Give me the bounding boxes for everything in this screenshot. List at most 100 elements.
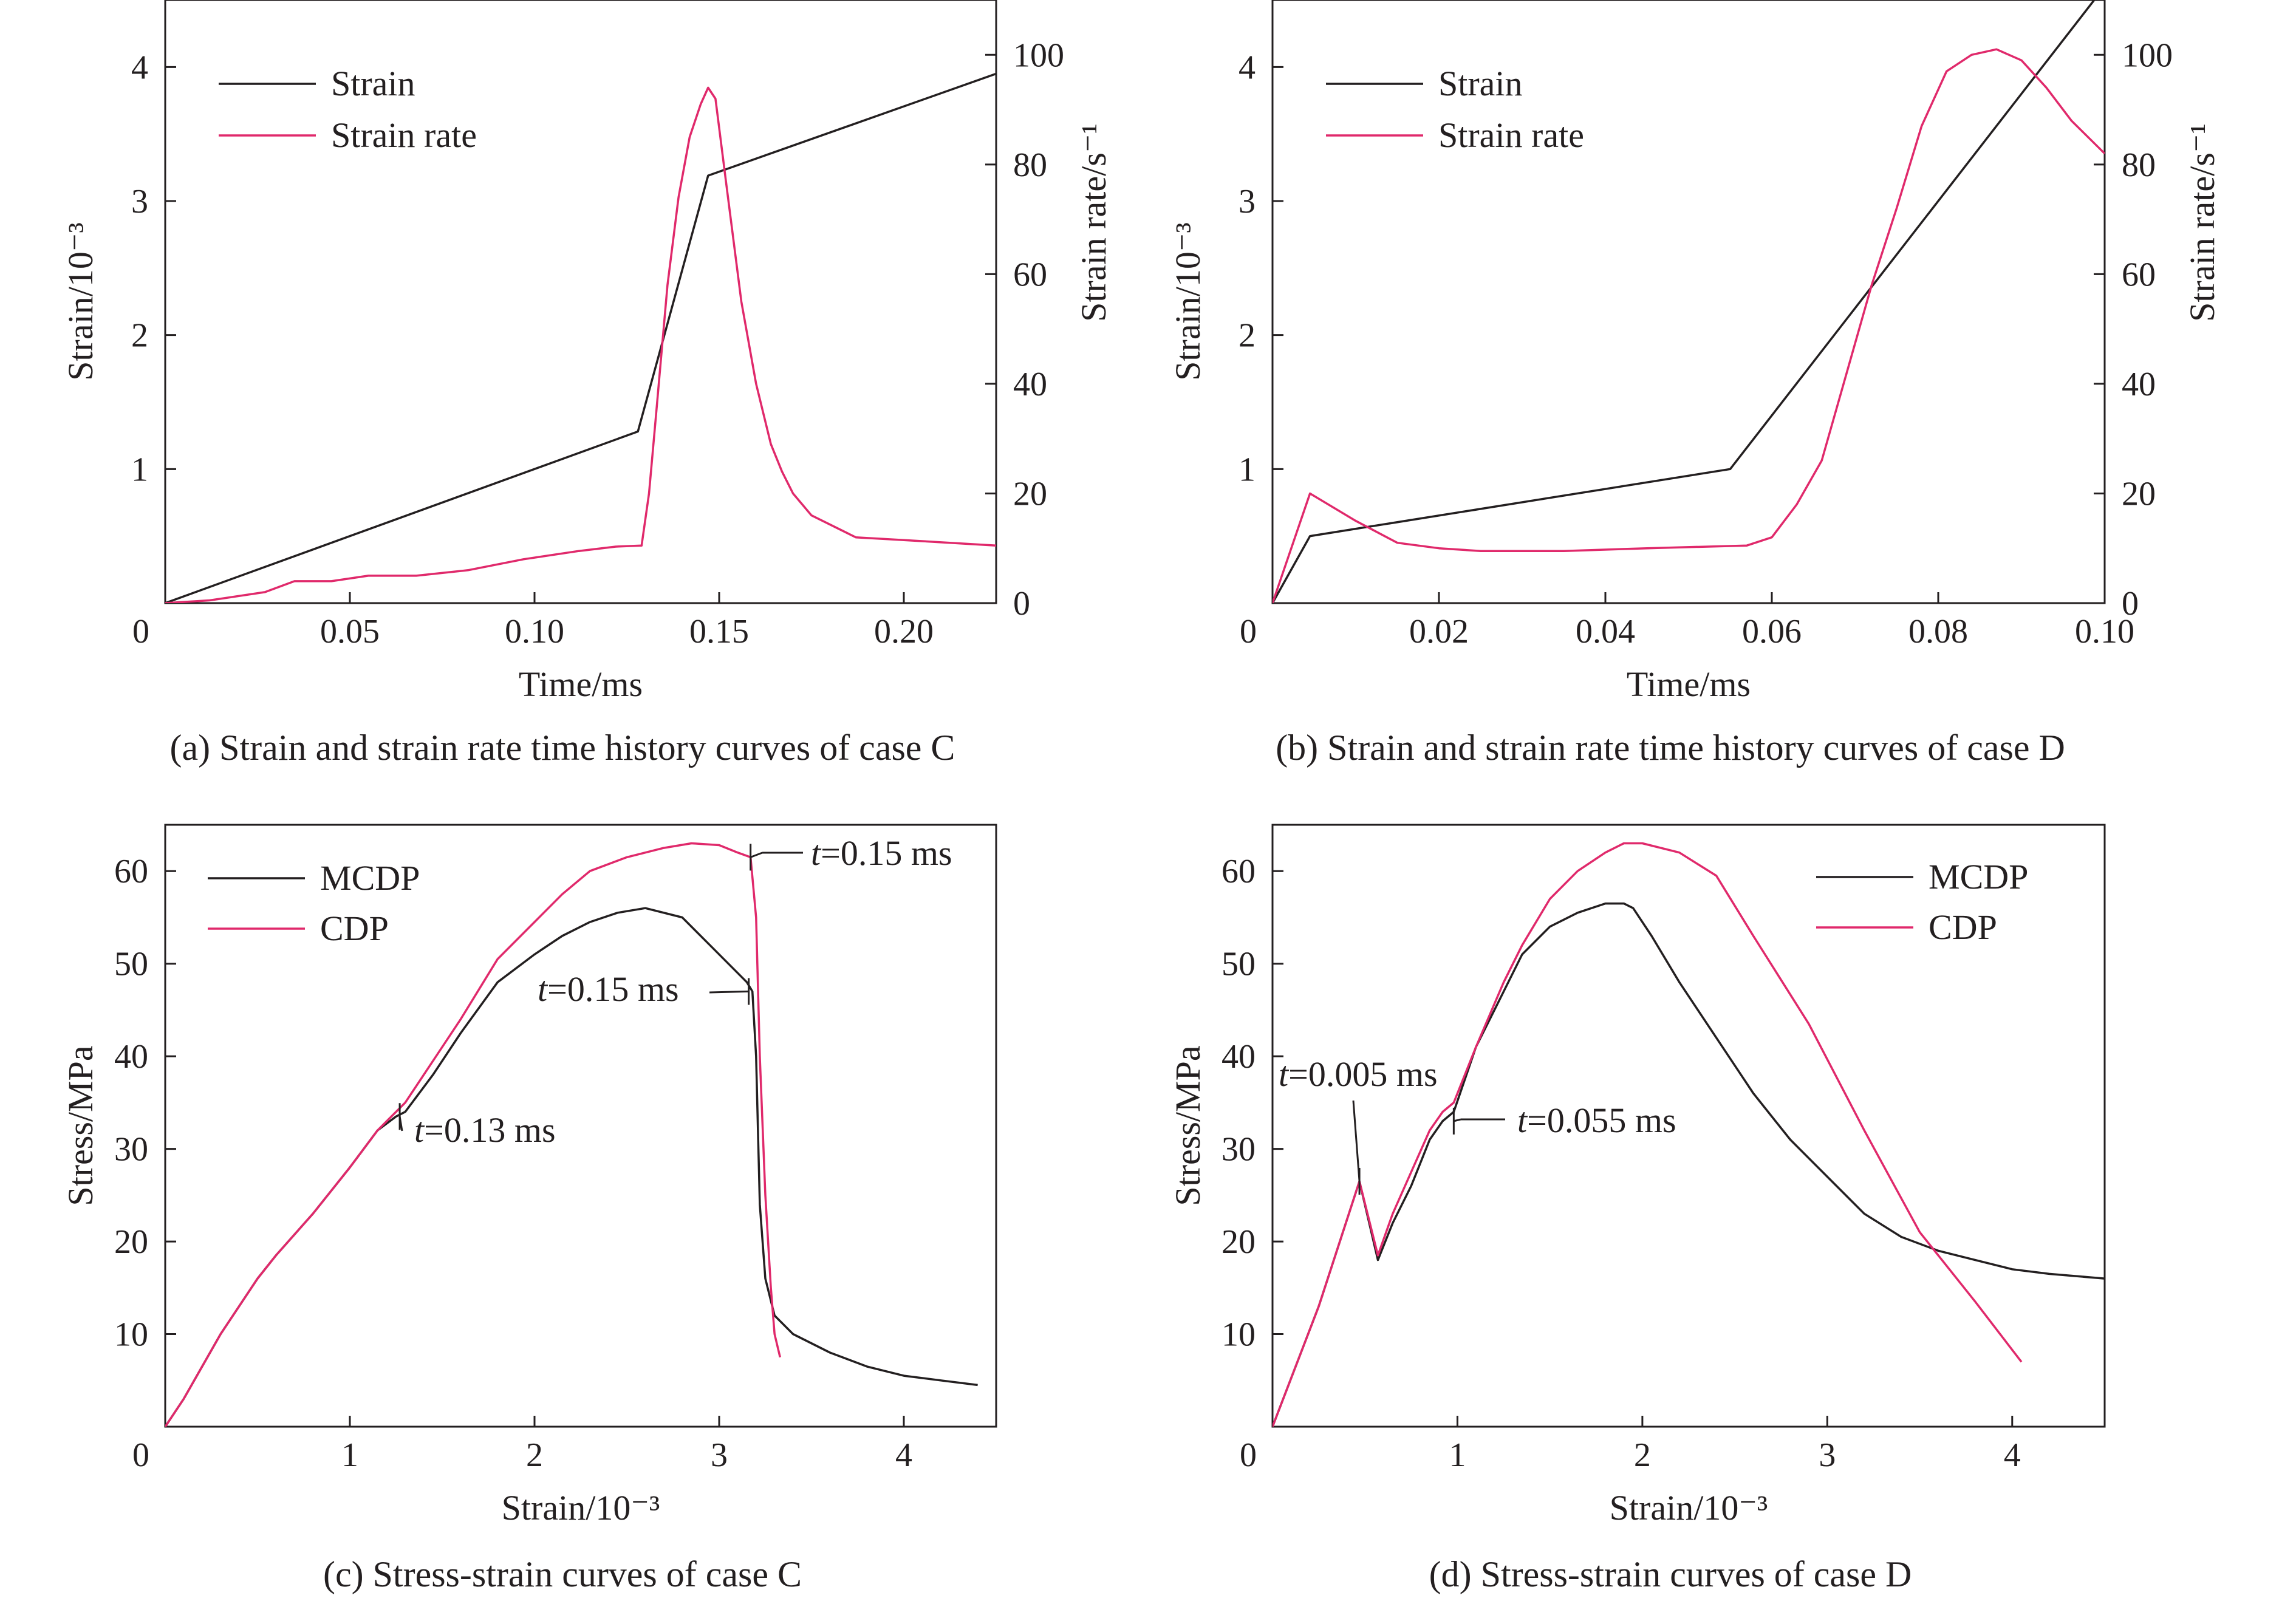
y-tick-label: 20 bbox=[1221, 1223, 1256, 1261]
x-tick-label: 0.02 bbox=[1409, 613, 1469, 650]
y-axis-title: Stress/MPa bbox=[61, 1045, 100, 1206]
y2-tick-label: 60 bbox=[1013, 256, 1047, 293]
annotation-leader bbox=[1352, 1100, 1361, 1182]
y2-tick-label: 40 bbox=[1013, 366, 1047, 403]
x-axis-title: Strain/10⁻³ bbox=[502, 1488, 660, 1528]
x-tick-label: 0.15 bbox=[689, 613, 749, 650]
y-tick-label: 50 bbox=[1221, 946, 1256, 983]
annotation-leader bbox=[1453, 1118, 1461, 1122]
x-tick-label: 0.05 bbox=[320, 613, 380, 650]
legend-label: MCDP bbox=[1929, 857, 2028, 896]
series-line-strain-rate bbox=[1273, 48, 2105, 603]
x-tick-label: 0.20 bbox=[874, 613, 934, 650]
x-tick-label: 0.10 bbox=[2075, 613, 2134, 650]
y-axis-title: Stress/MPa bbox=[1168, 1045, 1208, 1206]
series-line-cdp bbox=[165, 842, 782, 1427]
x-tick-label: 3 bbox=[1819, 1436, 1836, 1474]
x-axis-title: Strain/10⁻³ bbox=[1610, 1488, 1768, 1528]
y2-tick-label: 40 bbox=[2122, 366, 2156, 403]
y2-tick-label: 20 bbox=[2122, 475, 2156, 513]
y-tick-label: 1 bbox=[1239, 451, 1256, 488]
annotation-value: =0.15 ms bbox=[821, 833, 952, 873]
annotation-symbol: t bbox=[1279, 1054, 1290, 1094]
x-tick-label: 2 bbox=[1634, 1436, 1651, 1474]
annotation-value: =0.15 ms bbox=[547, 969, 678, 1009]
panel-a: 0 0.05 0.10 0.15 0.201234020406080100Time/ms… bbox=[61, 0, 1113, 768]
y2-tick-label: 0 bbox=[1013, 585, 1030, 623]
y-tick-label: 1 bbox=[131, 451, 148, 488]
annotation-label: t=0.15 ms bbox=[811, 833, 952, 873]
annotation-symbol: t bbox=[811, 833, 822, 873]
origin-label: 0 bbox=[132, 613, 149, 650]
panel-d: 0 1 2 3 4 10 20 30 40 50 60 Strain/10⁻³ Stress/MPa MC… bbox=[1168, 824, 2106, 1594]
legend-label: MCDP bbox=[320, 858, 420, 898]
legend-label: Strain rate bbox=[331, 115, 477, 155]
x-axis-title: Time/ms bbox=[519, 664, 643, 704]
series-line-cdp bbox=[1273, 842, 2023, 1427]
y2-tick-label: 0 bbox=[2122, 585, 2139, 623]
x-axis-title: Time/ms bbox=[1627, 664, 1751, 704]
series-line-mcdp bbox=[1273, 902, 2105, 1427]
origin-label: 0 bbox=[132, 1436, 149, 1474]
y2-tick-label: 80 bbox=[2122, 146, 2156, 184]
series-line-strain bbox=[165, 72, 996, 603]
plot-frame bbox=[164, 0, 997, 604]
x-tick-label: 0.08 bbox=[1908, 613, 1968, 650]
y-tick-label: 2 bbox=[131, 317, 148, 355]
y-tick-label: 30 bbox=[1221, 1131, 1256, 1169]
y-tick-label: 40 bbox=[1221, 1038, 1256, 1076]
panel-caption: (d) Stress-strain curves of case D bbox=[1429, 1554, 1912, 1594]
y-tick-label: 4 bbox=[1239, 49, 1256, 86]
x-tick-label: 0.06 bbox=[1742, 613, 1802, 650]
annotation-label: t=0.055 ms bbox=[1517, 1101, 1676, 1140]
legend-label: CDP bbox=[320, 909, 389, 948]
origin-label: 0 bbox=[1240, 613, 1257, 650]
annotation-leader bbox=[709, 990, 749, 994]
panel-caption: (b) Strain and strain rate time history … bbox=[1276, 728, 2065, 768]
legend-label: CDP bbox=[1929, 907, 1997, 947]
y-tick-label: 20 bbox=[114, 1223, 148, 1261]
legend-label: Strain bbox=[331, 64, 415, 103]
y2-axis-title: Strain rate/s⁻¹ bbox=[2182, 123, 2222, 322]
y-axis-title: Strain/10⁻³ bbox=[61, 222, 100, 381]
x-tick-label: 4 bbox=[895, 1436, 912, 1474]
y2-tick-label: 100 bbox=[1013, 36, 1064, 74]
y2-tick-label: 80 bbox=[1013, 146, 1047, 184]
annotation-value: =0.055 ms bbox=[1527, 1101, 1676, 1140]
y2-tick-label: 20 bbox=[1013, 475, 1047, 513]
y-tick-label: 2 bbox=[1239, 317, 1256, 355]
panel-caption: (a) Strain and strain rate time history … bbox=[170, 728, 955, 768]
annotation-label: t=0.13 ms bbox=[414, 1110, 556, 1150]
y-tick-label: 30 bbox=[114, 1131, 148, 1169]
plot-frame bbox=[1271, 824, 2106, 1428]
y2-tick-label: 60 bbox=[2122, 256, 2156, 293]
annotation-label: t=0.15 ms bbox=[538, 969, 679, 1009]
y2-axis-title: Strain rate/s⁻¹ bbox=[1074, 123, 1113, 322]
panel-caption: (c) Stress-strain curves of case C bbox=[323, 1554, 802, 1594]
annotation-label: t=0.005 ms bbox=[1279, 1054, 1438, 1094]
x-tick-label: 1 bbox=[341, 1436, 358, 1474]
x-tick-label: 0.10 bbox=[505, 613, 564, 650]
plot-frame bbox=[164, 824, 997, 1428]
legend-label: Strain bbox=[1438, 64, 1523, 103]
annotation-symbol: t bbox=[1517, 1101, 1528, 1140]
y-tick-label: 3 bbox=[1239, 183, 1256, 220]
legend-label: Strain rate bbox=[1438, 115, 1584, 155]
series-line-strain-rate bbox=[165, 86, 996, 603]
panel-c: 0 1 2 3 4 10 20 30 40 50 60 Strain/10⁻³ Stress/MPa MC… bbox=[61, 824, 997, 1594]
x-tick-label: 1 bbox=[1449, 1436, 1466, 1474]
y-tick-label: 4 bbox=[131, 49, 148, 86]
x-tick-label: 4 bbox=[2004, 1436, 2021, 1474]
x-tick-label: 2 bbox=[526, 1436, 543, 1474]
y-tick-label: 60 bbox=[1221, 853, 1256, 890]
annotation-symbol: t bbox=[538, 969, 548, 1009]
annotation-value: =0.13 ms bbox=[424, 1110, 555, 1150]
y-tick-label: 50 bbox=[114, 946, 148, 983]
annotation-value: =0.005 ms bbox=[1288, 1054, 1437, 1094]
x-tick-label: 3 bbox=[711, 1436, 728, 1474]
origin-label: 0 bbox=[1240, 1436, 1257, 1474]
y-tick-label: 10 bbox=[1221, 1316, 1256, 1354]
panel-b: 0 0.02 0.04 0.06 0.08 0.101234020406080100Tim… bbox=[1168, 0, 2222, 768]
annotation-leader bbox=[750, 852, 763, 858]
